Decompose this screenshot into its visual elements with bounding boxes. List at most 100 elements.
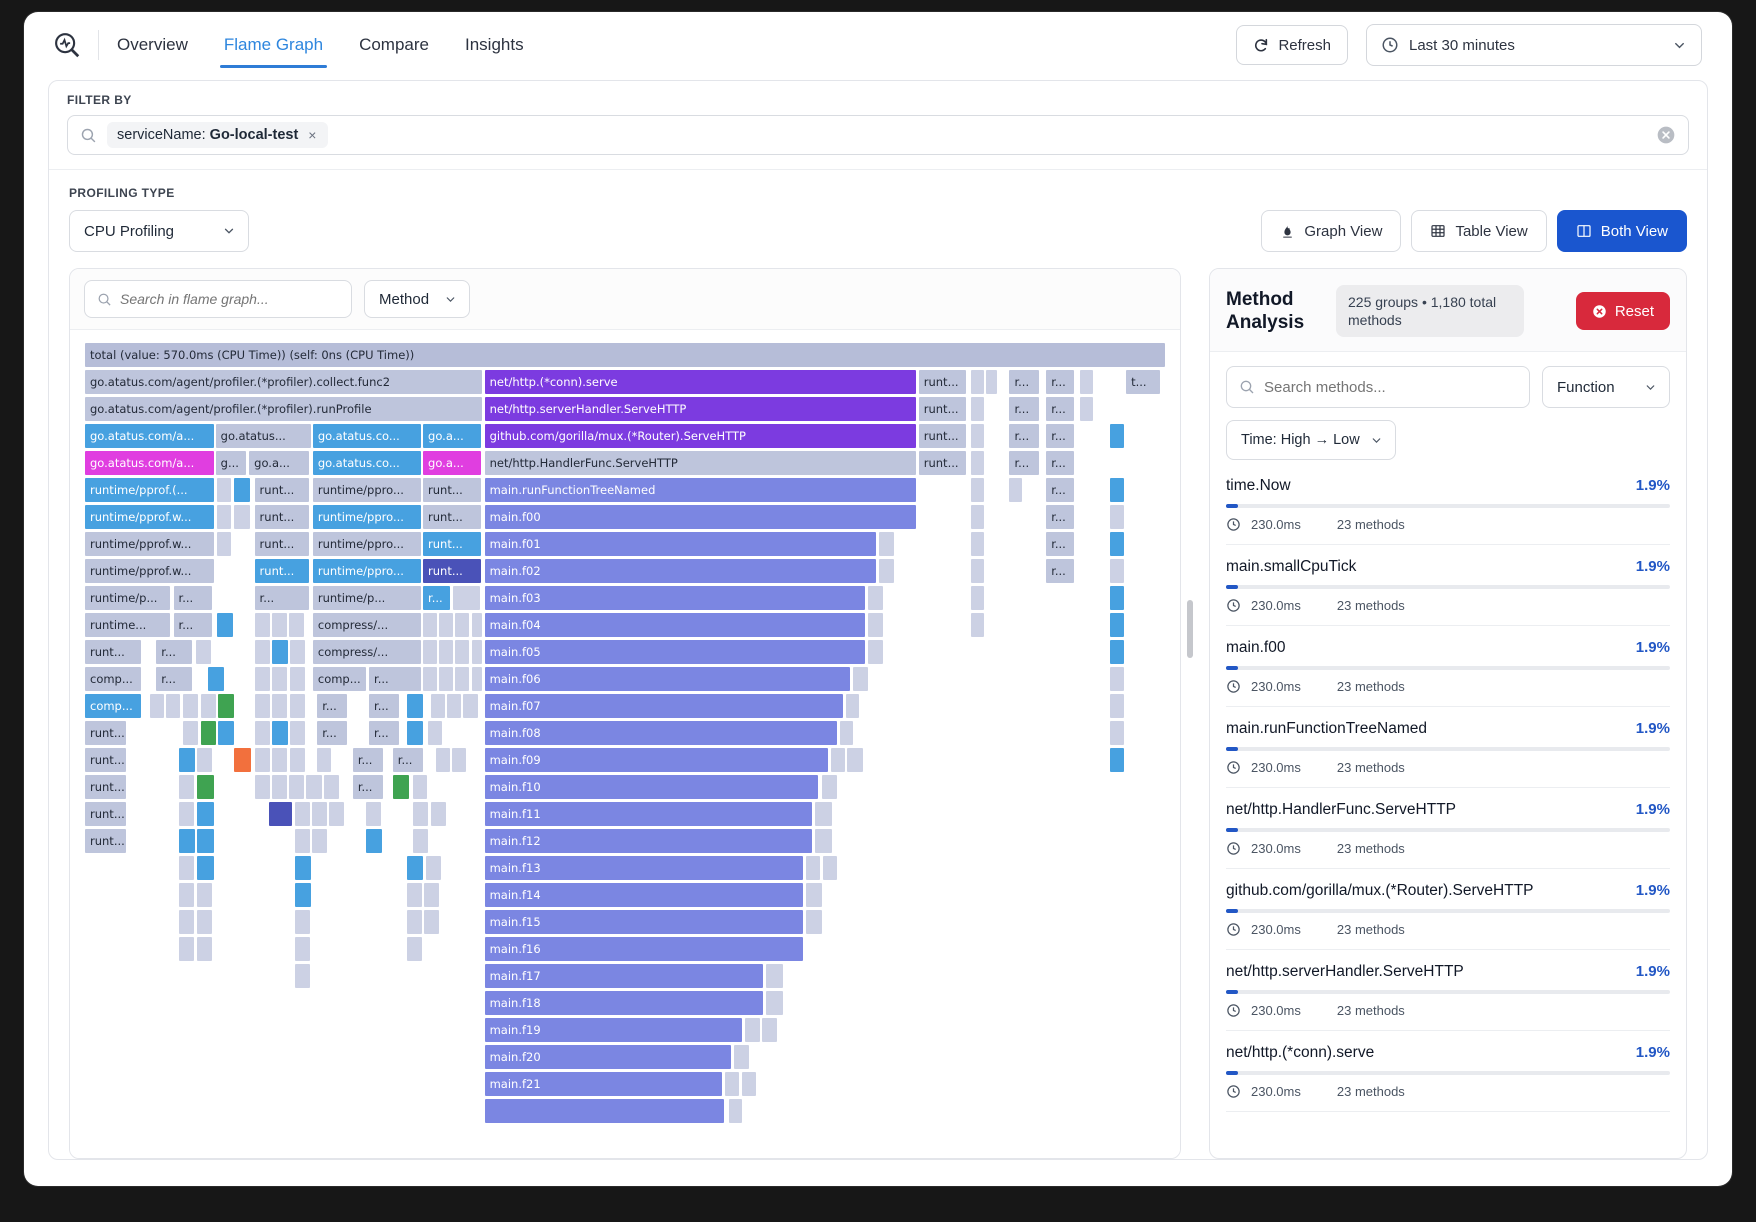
flame-cell[interactable]: r... (156, 667, 192, 691)
flame-cell[interactable] (1109, 424, 1124, 448)
flame-cell[interactable]: r... (1009, 424, 1039, 448)
flame-groupby-select[interactable]: Method (364, 280, 470, 318)
flame-cell[interactable] (166, 694, 181, 718)
flame-cell[interactable] (178, 829, 196, 853)
flame-cell[interactable]: github.com/gorilla/mux.(*Router).ServeHT… (484, 424, 916, 448)
flame-cell[interactable] (406, 856, 424, 880)
flame-cell[interactable] (970, 532, 984, 556)
flame-cell[interactable]: r... (317, 694, 348, 718)
flame-cell[interactable] (200, 694, 216, 718)
flame-cell[interactable]: r... (1046, 505, 1075, 529)
flame-search-box[interactable] (84, 280, 352, 318)
flame-cell[interactable]: net/http.HandlerFunc.ServeHTTP (484, 451, 916, 475)
flame-cell[interactable]: r... (1046, 370, 1075, 394)
flame-cell[interactable]: runt... (423, 532, 482, 556)
flame-cell[interactable] (1109, 586, 1124, 610)
flame-cell[interactable] (728, 1099, 742, 1123)
flame-cell[interactable] (762, 1018, 778, 1042)
flame-cell[interactable] (970, 559, 984, 583)
flame-cell[interactable]: r... (1009, 451, 1039, 475)
flame-cell[interactable] (178, 802, 195, 826)
flame-cell[interactable]: r... (392, 748, 424, 772)
flame-cell[interactable] (271, 748, 287, 772)
flame-cell[interactable]: go.atatus.com/a... (85, 451, 214, 475)
flame-cell[interactable] (868, 586, 884, 610)
flame-cell[interactable]: main.f18 (484, 991, 764, 1015)
flame-cell[interactable]: main.f01 (484, 532, 876, 556)
filter-clear-icon[interactable] (1656, 125, 1676, 145)
both-view-button[interactable]: Both View (1556, 210, 1687, 252)
flame-cell[interactable]: t... (1126, 370, 1160, 394)
flame-cell[interactable] (446, 694, 461, 718)
flame-cell[interactable]: r... (173, 586, 213, 610)
flame-cell[interactable]: runtime/pprof.w... (85, 559, 214, 583)
flame-cell[interactable]: r... (352, 748, 384, 772)
flame-cell[interactable] (294, 883, 311, 907)
flame-cell[interactable] (178, 937, 195, 961)
flame-cell[interactable] (289, 613, 305, 637)
method-list-item[interactable]: main.f00 1.9% 230.0ms 23 methods (1226, 626, 1670, 708)
flame-cell[interactable] (234, 505, 251, 529)
flame-cell[interactable]: go.atatus... (215, 424, 311, 448)
flame-cell[interactable]: r... (1009, 397, 1039, 421)
flame-cell[interactable] (234, 478, 251, 502)
flame-cell[interactable] (471, 667, 483, 691)
flame-cell[interactable]: runtime/ppro... (312, 559, 421, 583)
flame-cell[interactable] (1109, 721, 1124, 745)
flame-cell[interactable] (439, 667, 454, 691)
flame-cell[interactable]: go.atatus.com/agent/profiler.(*profiler)… (85, 370, 483, 394)
flame-cell[interactable] (290, 748, 306, 772)
tab-insights[interactable]: Insights (464, 35, 524, 54)
flame-cell[interactable] (970, 424, 984, 448)
flame-cell[interactable] (254, 721, 270, 745)
flame-cell[interactable]: comp... (312, 667, 366, 691)
flame-cell[interactable] (268, 802, 293, 826)
flame-cell[interactable] (254, 775, 270, 799)
flame-cell[interactable] (455, 640, 470, 664)
flame-cell[interactable] (970, 586, 984, 610)
flame-cell[interactable]: r... (1009, 370, 1039, 394)
flame-cell[interactable]: main.f16 (484, 937, 804, 961)
filter-search-input[interactable]: serviceName: Go-local-test × (67, 115, 1689, 155)
flame-cell[interactable] (413, 775, 428, 799)
flame-cell[interactable] (815, 829, 833, 853)
flame-cell[interactable]: runt... (918, 424, 967, 448)
flame-cell[interactable]: runtime/pprof.(... (85, 478, 214, 502)
flame-cell[interactable] (1109, 694, 1124, 718)
flame-cell[interactable] (471, 640, 483, 664)
flame-cell[interactable] (439, 640, 454, 664)
flame-cell[interactable] (970, 370, 984, 394)
flame-cell[interactable]: go.a... (249, 451, 309, 475)
flame-cell[interactable] (430, 802, 446, 826)
flame-cell[interactable]: main.f06 (484, 667, 850, 691)
flame-cell[interactable] (423, 640, 438, 664)
flame-cell[interactable]: main.f17 (484, 964, 764, 988)
flame-cell[interactable]: total (value: 570.0ms (CPU Time)) (self:… (85, 343, 1165, 367)
flame-cell[interactable]: main.f07 (484, 694, 844, 718)
flame-cell[interactable] (271, 694, 287, 718)
flame-cell[interactable] (197, 910, 213, 934)
flame-cell[interactable] (970, 478, 984, 502)
flame-cell[interactable] (1009, 478, 1023, 502)
flame-cell[interactable] (217, 721, 235, 745)
flame-cell[interactable] (463, 694, 479, 718)
flame-cell[interactable] (178, 775, 195, 799)
filter-tag-remove-icon[interactable]: × (308, 127, 317, 143)
flame-cell[interactable] (1109, 505, 1124, 529)
flame-cell[interactable] (197, 937, 213, 961)
flame-cell[interactable] (806, 856, 821, 880)
flame-cell[interactable]: runt... (918, 397, 967, 421)
flame-cell[interactable] (1109, 748, 1124, 772)
flame-cell[interactable]: main.f04 (484, 613, 865, 637)
flame-cell[interactable] (365, 802, 381, 826)
flame-cell[interactable]: main.f03 (484, 586, 865, 610)
flame-cell[interactable] (821, 775, 837, 799)
flame-cell[interactable] (1109, 478, 1124, 502)
flame-cell[interactable] (197, 829, 214, 853)
flame-cell[interactable]: main.f19 (484, 1018, 742, 1042)
flame-cell[interactable]: main.f21 (484, 1072, 723, 1096)
flame-cell[interactable] (455, 613, 470, 637)
flame-cell[interactable] (271, 640, 289, 664)
flame-cell[interactable] (455, 667, 470, 691)
method-list-item[interactable]: net/http.serverHandler.ServeHTTP 1.9% 230.… (1226, 950, 1670, 1032)
